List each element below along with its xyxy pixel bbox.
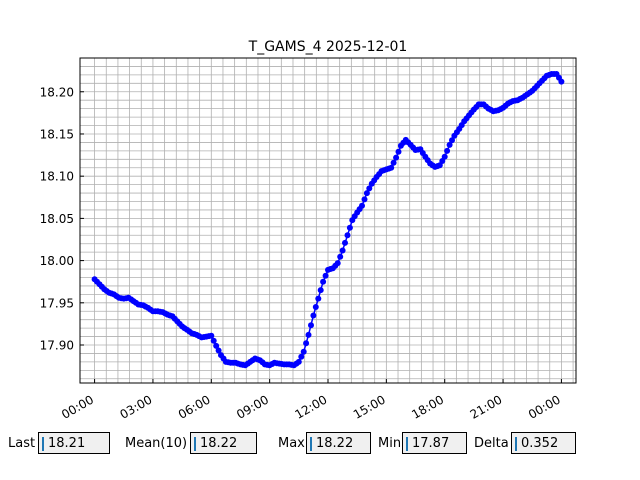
text-cursor — [406, 437, 408, 451]
data-point — [558, 78, 565, 85]
stat-min-field[interactable]: 17.87 — [402, 432, 467, 454]
stat-delta-label: Delta — [474, 436, 509, 451]
data-point — [337, 253, 344, 260]
stat-max-field[interactable]: 18.22 — [306, 432, 371, 454]
data-point — [339, 247, 346, 254]
y-tick-label: 18.10 — [40, 170, 74, 184]
x-tick-label: 15:00 — [351, 392, 388, 420]
data-point — [310, 312, 317, 319]
text-cursor — [310, 437, 312, 451]
y-tick-label: 18.00 — [40, 254, 74, 268]
data-point — [363, 190, 370, 197]
data-point — [390, 159, 397, 166]
data-point — [366, 185, 373, 192]
y-tick-label: 17.95 — [40, 296, 74, 310]
data-point — [317, 287, 324, 294]
data-point — [449, 137, 455, 144]
x-tick-label: 21:00 — [468, 392, 505, 420]
data-point — [308, 322, 314, 329]
text-cursor — [515, 437, 517, 451]
text-cursor — [42, 437, 44, 451]
y-tick-label: 18.15 — [40, 127, 74, 141]
data-point — [342, 239, 348, 246]
data-point — [303, 340, 310, 347]
x-tick-label: 03:00 — [117, 392, 154, 420]
data-point — [344, 232, 351, 239]
data-point — [334, 260, 341, 267]
y-tick-label: 18.20 — [40, 85, 74, 99]
grid — [80, 57, 576, 383]
data-point — [210, 337, 217, 344]
data-point — [359, 202, 365, 209]
series-markers — [91, 71, 565, 369]
data-point — [393, 154, 400, 161]
data-point — [213, 342, 220, 349]
data-point — [395, 148, 402, 155]
stat-max-value: 18.22 — [316, 436, 354, 451]
data-point — [295, 358, 302, 365]
x-tick-label: 18:00 — [409, 392, 446, 420]
x-tick-label: 12:00 — [293, 392, 330, 420]
data-point — [322, 272, 329, 279]
stat-mean-field[interactable]: 18.22 — [190, 432, 257, 454]
line-chart: T_GAMS_4 2025-12-01 17.90 17.95 18.00 18.05… — [40, 39, 577, 420]
x-tick-label: 00:00 — [59, 392, 96, 420]
stat-min-label: Min — [378, 436, 402, 451]
data-point — [346, 224, 353, 231]
stat-min-value: 17.87 — [412, 436, 450, 451]
x-tick-label: 00:00 — [526, 392, 563, 420]
stat-mean-value: 18.22 — [200, 436, 238, 451]
data-point — [441, 153, 448, 160]
chart-title: T_GAMS_4 2025-12-01 — [248, 39, 408, 55]
y-tick-label: 18.05 — [40, 212, 74, 226]
stat-delta-value: 0.352 — [521, 436, 559, 451]
data-point — [305, 331, 312, 338]
data-point — [444, 147, 451, 154]
x-tick-label: 06:00 — [176, 392, 213, 420]
data-point — [298, 353, 305, 360]
data-point — [361, 196, 368, 203]
stat-delta-field[interactable]: 0.352 — [511, 432, 576, 454]
data-point — [215, 347, 222, 354]
data-point — [388, 164, 395, 171]
data-point — [320, 278, 327, 285]
data-point — [446, 141, 453, 148]
x-tick-label: 09:00 — [234, 392, 271, 420]
stat-last-value: 18.21 — [48, 436, 86, 451]
stat-mean-label: Mean(10) — [125, 436, 188, 451]
data-point — [300, 348, 307, 355]
y-axis: 17.90 17.95 18.00 18.05 18.10 18.15 18.20 — [40, 85, 84, 353]
data-point — [315, 295, 322, 302]
y-tick-label: 17.90 — [40, 339, 74, 353]
x-axis: 00:00 03:00 06:00 09:00 12:00 15:00 18:00 21:00… — [59, 379, 563, 420]
stat-last-label: Last — [8, 436, 36, 451]
stat-max-label: Max — [278, 436, 305, 451]
data-point — [208, 332, 215, 339]
data-point — [312, 304, 319, 310]
text-cursor — [194, 437, 196, 451]
stat-last-field[interactable]: 18.21 — [38, 432, 110, 454]
